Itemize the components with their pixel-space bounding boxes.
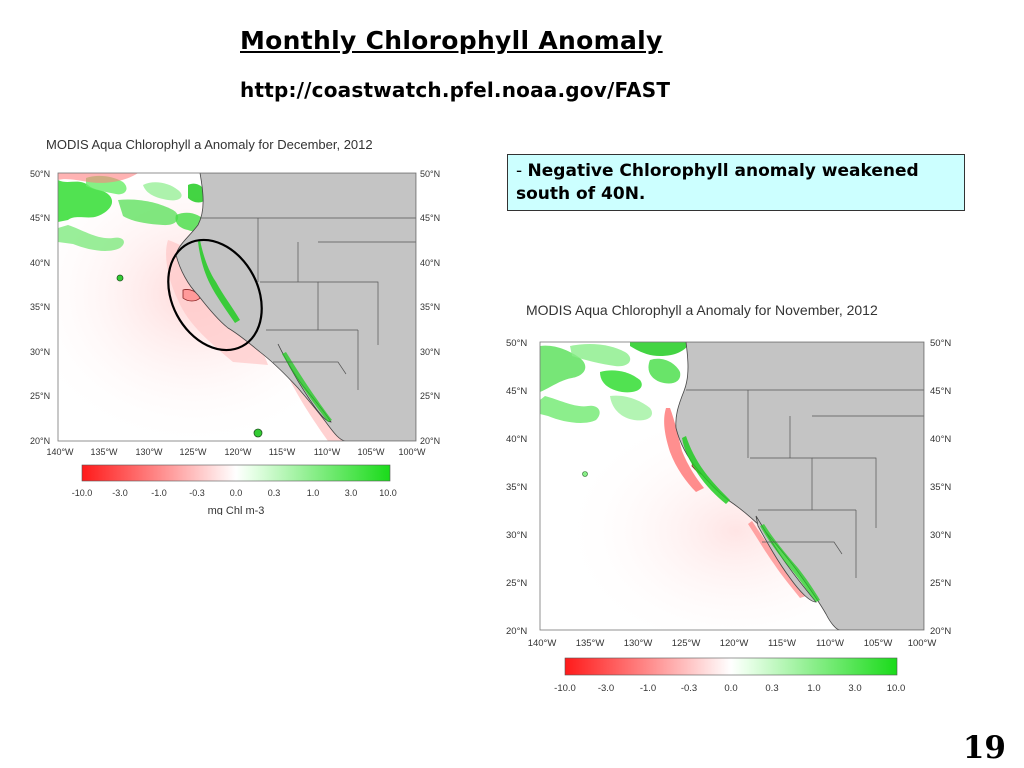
lon-label: 120°W	[720, 638, 749, 649]
map-area-december	[58, 173, 416, 441]
map-figure-december: MODIS Aqua Chlorophyll a Anomaly for Dec…	[30, 137, 440, 515]
lon-label: 140°W	[528, 638, 557, 649]
colorbar-tick: -0.3	[681, 683, 697, 694]
lon-label: 100°W	[398, 447, 426, 457]
lon-label: 130°W	[135, 447, 163, 457]
lat-labels-december: 50°N 45°N 40°N 35°N 30°N 25°N 20°N 50°N …	[30, 169, 440, 446]
colorbar-tick: 1.0	[307, 488, 320, 498]
colorbar-tick: -1.0	[151, 488, 167, 498]
lat-label: 40°N	[930, 434, 951, 445]
lon-label: 120°W	[224, 447, 252, 457]
colorbar-tick: -3.0	[598, 683, 614, 694]
page-number: 19	[962, 730, 1006, 766]
colorbar-tick: -0.3	[189, 488, 205, 498]
lon-label: 105°W	[357, 447, 385, 457]
lat-label: 20°N	[420, 436, 440, 446]
lat-label: 25°N	[30, 391, 50, 401]
lon-label: 115°W	[269, 447, 296, 457]
colorbar-tick: 10.0	[379, 488, 397, 498]
lon-label: 125°W	[179, 447, 207, 457]
map-area-november	[540, 342, 924, 630]
colorbar-tick: 1.0	[807, 683, 820, 694]
note-dash: -	[516, 161, 528, 181]
lon-label: 135°W	[576, 638, 605, 649]
map-figure-november: MODIS Aqua Chlorophyll a Anomaly for Nov…	[506, 302, 951, 694]
lat-label: 25°N	[930, 578, 951, 589]
lat-label: 50°N	[506, 338, 527, 349]
lat-label: 35°N	[420, 302, 440, 312]
lat-label: 50°N	[420, 169, 440, 179]
colorbar-tick: 0.0	[724, 683, 737, 694]
lat-label: 35°N	[930, 482, 951, 493]
map-panel-november: MODIS Aqua Chlorophyll a Anomaly for Nov…	[500, 296, 970, 701]
lat-label: 50°N	[30, 169, 50, 179]
lat-label: 40°N	[30, 258, 50, 268]
state-borders	[200, 217, 416, 390]
colorbar-tick: -3.0	[112, 488, 128, 498]
lon-label: 110°W	[314, 447, 341, 457]
lat-label: 20°N	[506, 626, 527, 637]
lat-label: 45°N	[506, 386, 527, 397]
note-box: - Negative Chlorophyll anomaly weakened …	[507, 154, 965, 211]
lat-label: 30°N	[420, 347, 440, 357]
lon-label: 105°W	[864, 638, 893, 649]
state-borders	[686, 389, 924, 578]
lon-labels-december: 140°W 135°W 130°W 125°W 120°W 115°W 110°…	[46, 447, 426, 457]
colorbar-ticks-december: -10.0 -3.0 -1.0 -0.3 0.0 0.3 1.0 3.0 10.…	[72, 488, 397, 498]
note-text: Negative Chlorophyll anomaly weakened so…	[516, 161, 919, 204]
lat-label: 25°N	[506, 578, 527, 589]
highlight-ellipse	[167, 238, 263, 352]
map-title-december: MODIS Aqua Chlorophyll a Anomaly for Dec…	[46, 137, 373, 152]
lat-label: 30°N	[506, 530, 527, 541]
slide-title: Monthly Chlorophyll Anomaly	[240, 26, 663, 55]
lat-labels-november: 50°N 45°N 40°N 35°N 30°N 25°N 20°N 50°N …	[506, 338, 951, 637]
lat-label: 40°N	[420, 258, 440, 268]
lon-label: 100°W	[908, 638, 937, 649]
colorbar-tick: -10.0	[554, 683, 576, 694]
lat-label: 25°N	[420, 391, 440, 401]
lon-label: 115°W	[768, 638, 796, 649]
colorbar-tick: -1.0	[640, 683, 656, 694]
lon-labels-november: 140°W 135°W 130°W 125°W 120°W 115°W 110°…	[528, 638, 937, 649]
lat-label: 20°N	[30, 436, 50, 446]
lon-label: 135°W	[90, 447, 118, 457]
colorbar-november	[564, 657, 898, 676]
lat-label: 20°N	[930, 626, 951, 637]
lat-label: 45°N	[420, 213, 440, 223]
colorbar-tick: 0.3	[765, 683, 778, 694]
colorbar-tick: 0.0	[230, 488, 243, 498]
colorbar-december	[81, 464, 391, 482]
lon-label: 125°W	[672, 638, 701, 649]
lat-label: 35°N	[506, 482, 527, 493]
lat-label: 35°N	[30, 302, 50, 312]
lat-label: 45°N	[930, 386, 951, 397]
source-url[interactable]: http://coastwatch.pfel.noaa.gov/FAST	[240, 78, 671, 102]
lat-label: 45°N	[30, 213, 50, 223]
lon-label: 130°W	[624, 638, 653, 649]
colorbar-ticks-november: -10.0 -3.0 -1.0 -0.3 0.0 0.3 1.0 3.0 10.…	[554, 683, 905, 694]
lat-label: 40°N	[506, 434, 527, 445]
lon-label: 110°W	[816, 638, 844, 649]
map-title-november: MODIS Aqua Chlorophyll a Anomaly for Nov…	[526, 302, 878, 318]
colorbar-tick: 10.0	[887, 683, 906, 694]
lat-label: 30°N	[30, 347, 50, 357]
lat-label: 50°N	[930, 338, 951, 349]
colorbar-tick: 0.3	[268, 488, 281, 498]
colorbar-unit: mg Chl m-3	[208, 505, 265, 515]
map-panel-december: MODIS Aqua Chlorophyll a Anomaly for Dec…	[28, 130, 448, 515]
colorbar-tick: 3.0	[345, 488, 358, 498]
colorbar-tick: -10.0	[72, 488, 93, 498]
lat-label: 30°N	[930, 530, 951, 541]
lon-label: 140°W	[46, 447, 74, 457]
colorbar-tick: 3.0	[848, 683, 861, 694]
